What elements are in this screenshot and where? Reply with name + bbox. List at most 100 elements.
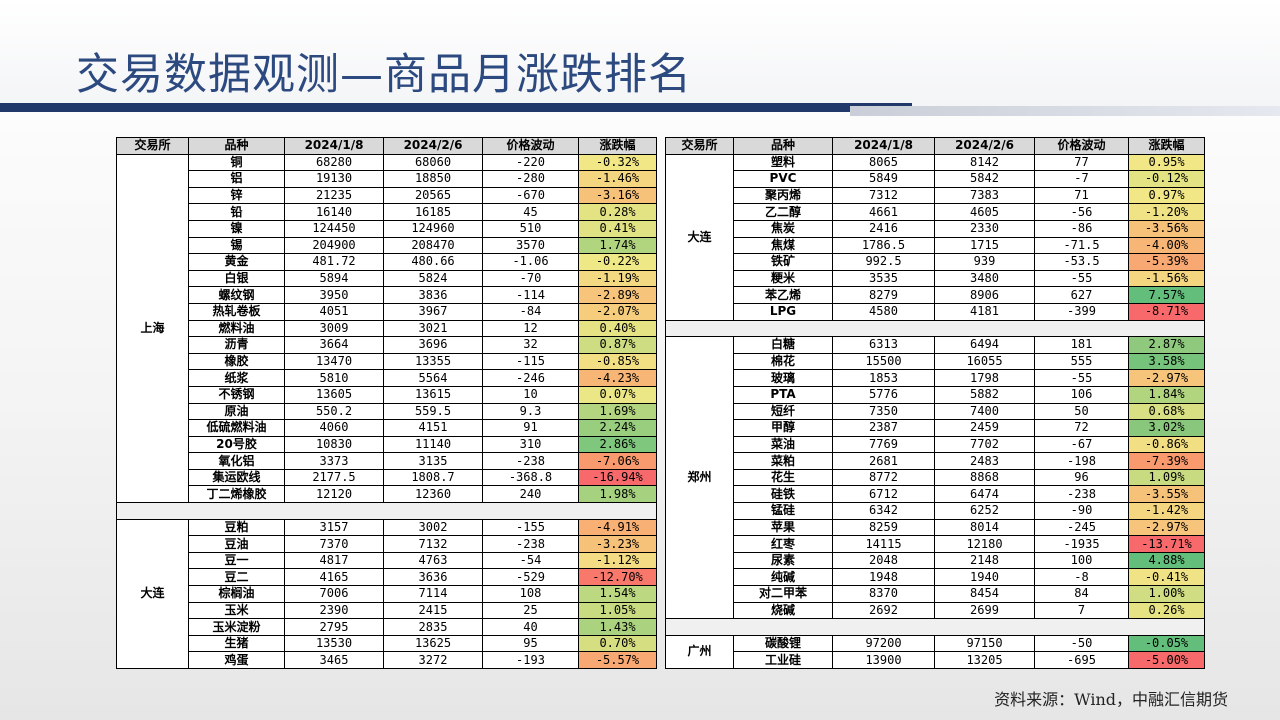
price-2024-1-8: 2387: [832, 419, 935, 437]
pct-change: -3.55%: [1128, 485, 1205, 504]
price-2024-2-6: 939: [934, 253, 1035, 271]
price-2024-1-8: 481.72: [284, 253, 384, 271]
price-2024-1-8: 2681: [832, 452, 935, 470]
table-row: 豆二 4165 3636 -529 -12.70%: [117, 568, 657, 587]
price-2024-2-6: 4605: [934, 203, 1035, 221]
price-2024-1-8: 992.5: [832, 253, 935, 271]
group-separator-row: [116, 502, 657, 520]
price-change: -670: [482, 186, 579, 205]
pct-change: 0.41%: [578, 219, 657, 238]
price-change: -53.5: [1034, 253, 1129, 271]
price-change: -246: [482, 369, 579, 387]
commodity-name: 苯乙烯: [733, 286, 833, 304]
pct-change: 1.43%: [578, 618, 657, 636]
price-change: -529: [482, 568, 579, 587]
commodity-name: 螺纹钢: [188, 286, 285, 304]
price-2024-1-8: 5849: [832, 170, 935, 188]
price-change: 25: [482, 601, 579, 620]
commodity-name: 尿素: [733, 551, 833, 570]
pct-change: -0.85%: [578, 352, 657, 371]
price-2024-1-8: 8065: [832, 153, 935, 172]
pct-change: 0.97%: [1128, 186, 1205, 205]
price-change: -54: [482, 551, 579, 570]
commodity-name: 聚丙烯: [733, 186, 833, 205]
table-row: 丁二烯橡胶 12120 12360 240 1.98%: [117, 485, 657, 504]
table-row: 棕榈油 7006 7114 108 1.54%: [117, 585, 657, 603]
price-change: -155: [482, 518, 579, 537]
price-change: -238: [482, 535, 579, 553]
price-2024-2-6: 3967: [383, 302, 483, 321]
commodity-table-left: 交易所 品种 2024/1/8 2024/2/6 价格波动 涨跌幅 上海铜 68280 680…: [116, 137, 657, 670]
price-change: 50: [1034, 402, 1129, 421]
table-row: 粳米 3535 3480 -55 -1.56%: [666, 269, 1205, 288]
exchange-cell: 广州: [665, 634, 734, 670]
table-row: PTA 5776 5882 106 1.84%: [666, 385, 1205, 404]
table-row: LPG 4580 4181 -399 -8.71%: [666, 302, 1205, 321]
price-2024-1-8: 3373: [284, 452, 384, 470]
table-row: 橡胶 13470 13355 -115 -0.85%: [117, 352, 657, 371]
pct-change: -4.91%: [578, 518, 657, 537]
table-row: 玻璃 1853 1798 -55 -2.97%: [666, 369, 1205, 387]
commodity-name: 不锈钢: [188, 385, 285, 404]
price-2024-1-8: 10830: [284, 435, 384, 454]
price-change: 77: [1034, 153, 1129, 172]
commodity-name: 白银: [188, 269, 285, 288]
pct-change: 1.98%: [578, 485, 657, 504]
commodity-name: 焦煤: [733, 236, 833, 255]
table-row: 红枣 14115 12180 -1935 -13.71%: [666, 535, 1205, 553]
price-2024-1-8: 3535: [832, 269, 935, 288]
pct-change: 1.05%: [578, 601, 657, 620]
table-row: 纯碱 1948 1940 -8 -0.41%: [666, 568, 1205, 587]
pct-change: -0.22%: [578, 253, 657, 271]
commodity-name: 粳米: [733, 269, 833, 288]
price-2024-1-8: 4661: [832, 203, 935, 221]
commodity-name: 20号胶: [188, 435, 285, 454]
table-row: 尿素 2048 2148 100 4.88%: [666, 551, 1205, 570]
header-stripe: [0, 103, 912, 112]
price-2024-2-6: 5824: [383, 269, 483, 288]
price-change: 7: [1034, 601, 1129, 620]
table-row: 豆一 4817 4763 -54 -1.12%: [117, 551, 657, 570]
commodity-name: 棕榈油: [188, 585, 285, 603]
table-row: 集运欧线 2177.5 1808.7 -368.8 -16.94%: [117, 468, 657, 487]
price-2024-2-6: 16185: [383, 203, 483, 221]
pct-change: 1.74%: [578, 236, 657, 255]
table-row: 氧化铝 3373 3135 -238 -7.06%: [117, 452, 657, 470]
table-row: 对二甲苯 8370 8454 84 1.00%: [666, 585, 1205, 603]
price-2024-2-6: 8454: [934, 585, 1035, 603]
price-2024-1-8: 550.2: [284, 402, 384, 421]
header-date-1: 2024/1/8: [284, 137, 384, 155]
commodity-name: 燃料油: [188, 319, 285, 338]
price-change: -238: [482, 452, 579, 470]
price-2024-2-6: 8014: [934, 518, 1035, 537]
price-2024-2-6: 6494: [934, 336, 1035, 354]
commodity-name: 对二甲苯: [733, 585, 833, 603]
commodity-name: 甲醇: [733, 419, 833, 437]
price-2024-1-8: 7370: [284, 535, 384, 553]
price-change: -238: [1034, 485, 1129, 504]
pct-change: 4.88%: [1128, 551, 1205, 570]
price-2024-2-6: 7400: [934, 402, 1035, 421]
separator-cell: [116, 502, 657, 520]
pct-change: -3.16%: [578, 186, 657, 205]
pct-change: 2.87%: [1128, 336, 1205, 354]
header-exchange: 交易所: [116, 137, 189, 155]
header-price-change: 价格波动: [1034, 137, 1129, 155]
commodity-name: 豆二: [188, 568, 285, 587]
pct-change: -1.46%: [578, 170, 657, 188]
price-2024-2-6: 559.5: [383, 402, 483, 421]
commodity-name: 集运欧线: [188, 468, 285, 487]
price-change: -56: [1034, 203, 1129, 221]
table-row: 锰硅 6342 6252 -90 -1.42%: [666, 502, 1205, 520]
price-change: 32: [482, 336, 579, 354]
price-2024-2-6: 3636: [383, 568, 483, 587]
pct-change: -4.00%: [1128, 236, 1205, 255]
table-row: 苹果 8259 8014 -245 -2.97%: [666, 518, 1205, 537]
pct-change: 1.84%: [1128, 385, 1205, 404]
header-exchange: 交易所: [665, 137, 734, 155]
price-2024-2-6: 1798: [934, 369, 1035, 387]
price-change: -90: [1034, 502, 1129, 520]
pct-change: 3.02%: [1128, 419, 1205, 437]
price-change: -114: [482, 286, 579, 304]
commodity-name: 锡: [188, 236, 285, 255]
